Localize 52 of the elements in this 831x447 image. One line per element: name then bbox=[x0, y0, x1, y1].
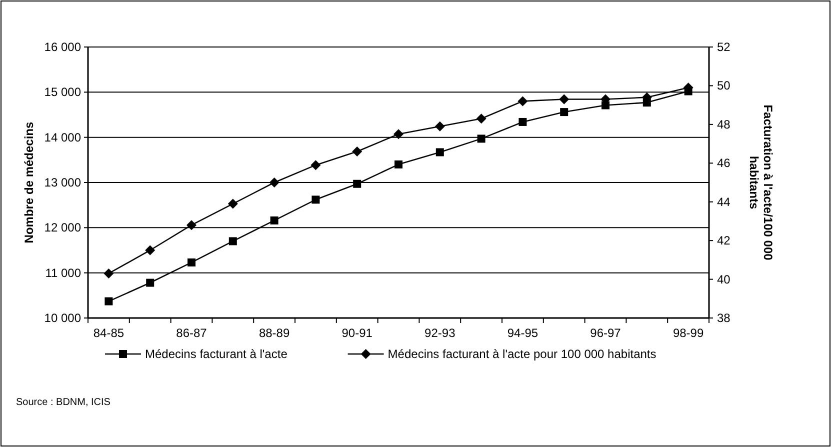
y-tick-label: 15 000 bbox=[44, 85, 82, 100]
point bbox=[104, 297, 113, 306]
x-tick-label: 96-97 bbox=[590, 326, 622, 340]
point bbox=[394, 129, 404, 140]
y2-axis-title: Facturation à l'acte/100 000 habitants bbox=[747, 104, 775, 261]
point bbox=[560, 108, 568, 116]
point bbox=[353, 180, 362, 188]
y-tick-label: 16 000 bbox=[44, 40, 82, 54]
x-tick-label: 92-93 bbox=[424, 326, 456, 340]
legend-label: Médecins facturant à l'acte bbox=[145, 347, 288, 361]
x-tick-label: 86-87 bbox=[176, 326, 208, 340]
y-tick-label: 13 000 bbox=[44, 176, 82, 190]
point bbox=[310, 160, 321, 170]
point bbox=[269, 178, 280, 188]
x-tick-label: 90-91 bbox=[342, 326, 373, 340]
x-tick-label: 88-89 bbox=[258, 326, 290, 340]
point bbox=[228, 237, 237, 246]
y-tick-label: 14 000 bbox=[44, 130, 82, 144]
point bbox=[476, 114, 486, 124]
point bbox=[394, 160, 402, 168]
y2-tick-label: 48 bbox=[717, 117, 731, 132]
point bbox=[518, 96, 528, 106]
point bbox=[270, 216, 278, 224]
point bbox=[436, 148, 444, 156]
x-tick-label: 98-99 bbox=[672, 326, 704, 340]
y2-tick-label: 52 bbox=[717, 40, 731, 54]
y2-tick-label: 40 bbox=[717, 272, 731, 286]
point bbox=[312, 196, 320, 204]
point bbox=[145, 245, 156, 256]
point bbox=[559, 94, 570, 104]
point bbox=[186, 220, 196, 230]
y2-tick-label: 44 bbox=[717, 194, 731, 209]
y2-tick-label: 38 bbox=[717, 311, 731, 325]
point bbox=[352, 146, 362, 157]
y-tick-label: 10 000 bbox=[44, 311, 82, 325]
point bbox=[146, 278, 154, 287]
point bbox=[477, 134, 486, 143]
y-axis-title: Nombre de médecins bbox=[22, 121, 36, 244]
point bbox=[518, 118, 527, 126]
y2-tick-label: 42 bbox=[717, 234, 731, 248]
y-tick-label: 12 000 bbox=[44, 220, 82, 235]
source-note: Source : BDNM, ICIS bbox=[16, 397, 111, 408]
point bbox=[104, 268, 114, 278]
y2-tick-label: 50 bbox=[717, 78, 731, 93]
point bbox=[434, 121, 445, 132]
y-tick-label: 11 000 bbox=[45, 266, 82, 280]
point bbox=[188, 258, 196, 266]
point bbox=[228, 198, 238, 209]
legend-label: Médecins facturant à l'acte pour 100 000 habitants bbox=[388, 347, 656, 361]
x-tick-label: 94-95 bbox=[507, 326, 538, 340]
x-tick-label: 84-85 bbox=[93, 326, 124, 340]
y2-tick-label: 46 bbox=[717, 156, 731, 170]
